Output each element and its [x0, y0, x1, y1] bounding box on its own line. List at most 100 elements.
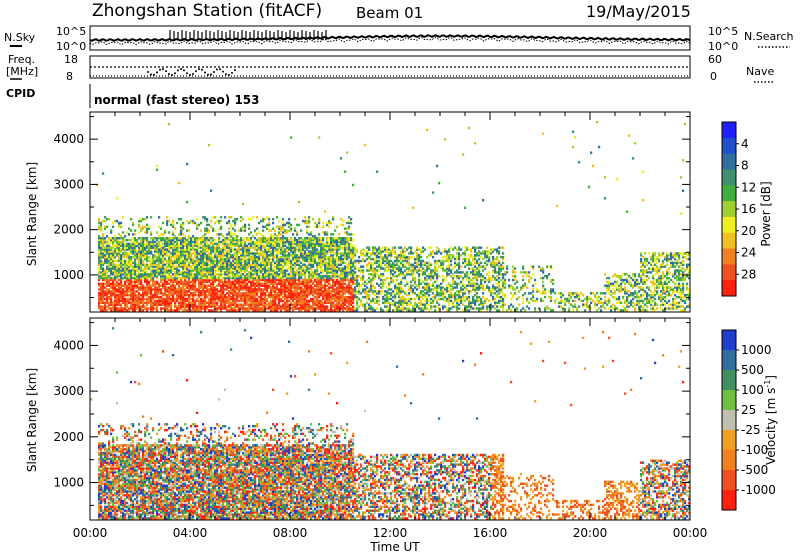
echo-cell	[198, 295, 201, 299]
echo-cell	[258, 237, 261, 240]
echo-cell	[140, 238, 143, 242]
echo-cell	[186, 265, 189, 268]
echo-cell	[142, 292, 145, 295]
echo-cell	[184, 290, 187, 293]
echo-cell	[220, 248, 223, 251]
echo-cell	[322, 286, 325, 289]
echo-cell	[218, 265, 221, 268]
echo-cell	[266, 240, 269, 244]
echo-cell	[248, 290, 251, 293]
echo-cell	[286, 294, 289, 297]
echo-cell	[254, 282, 257, 285]
echo-cell	[282, 276, 285, 280]
echo-cell	[294, 265, 297, 268]
echo-cell	[368, 288, 371, 291]
echo-cell	[110, 240, 113, 244]
echo-cell	[302, 307, 305, 310]
echo-cell	[100, 227, 103, 230]
echo-cell	[256, 275, 259, 278]
echo-cell	[124, 297, 127, 301]
echo-cell	[188, 263, 191, 266]
echo-cell	[186, 286, 189, 289]
echo-cell	[388, 265, 391, 268]
echo-cell	[176, 265, 179, 268]
echo-cell	[260, 301, 263, 304]
echo-cell	[258, 221, 261, 225]
echo-cell	[264, 294, 267, 297]
echo-cell	[124, 265, 127, 268]
echo-cell	[154, 271, 157, 274]
echo-cell	[190, 267, 193, 270]
echo-cell	[186, 269, 189, 272]
echo-cell	[312, 248, 315, 251]
echo-cell	[264, 265, 267, 268]
echo-cell	[178, 276, 181, 280]
echo-cell	[352, 278, 355, 282]
echo-cell	[224, 307, 227, 310]
echo-cell	[280, 265, 283, 268]
echo-cell	[364, 284, 367, 287]
echo-cell	[234, 276, 237, 280]
echo-cell	[272, 294, 275, 297]
echo-cell	[100, 259, 103, 263]
echo-cell	[164, 288, 167, 291]
echo-cell	[146, 259, 149, 263]
echo-cell	[180, 218, 183, 221]
echo-cell	[284, 240, 287, 244]
echo-cell	[168, 276, 171, 280]
echo-cell	[260, 257, 263, 261]
echo-cell	[246, 297, 249, 301]
echo-cell	[216, 303, 219, 306]
echo-cell	[146, 290, 149, 293]
echo-cell	[348, 307, 351, 310]
echo-cell	[348, 261, 351, 265]
echo-cell	[270, 305, 273, 308]
echo-cell	[266, 265, 269, 268]
echo-cell	[356, 259, 359, 263]
echo-cell	[316, 288, 319, 291]
echo-cell	[292, 295, 295, 299]
echo-cell	[234, 259, 237, 263]
echo-cell	[144, 248, 147, 251]
echo-cell	[184, 282, 187, 285]
echo-cell	[98, 242, 101, 246]
echo-cell	[296, 244, 299, 247]
echo-cell	[184, 297, 187, 301]
echo-cell	[212, 267, 215, 270]
echo-cell	[98, 292, 101, 295]
echo-cell	[270, 292, 273, 295]
echo-cell	[342, 278, 345, 282]
echo-cell	[266, 261, 269, 265]
echo-cell	[254, 299, 257, 303]
echo-cell	[268, 284, 271, 287]
echo-cell	[174, 288, 177, 291]
echo-cell	[236, 244, 239, 247]
echo-cell	[196, 276, 199, 280]
echo-cell	[158, 263, 161, 266]
echo-cell	[182, 271, 185, 274]
echo-cell	[162, 278, 165, 282]
echo-cell	[150, 303, 153, 306]
echo-cell	[266, 223, 269, 227]
echo-cell	[346, 295, 349, 299]
echo-cell	[276, 267, 279, 270]
echo-cell	[114, 276, 117, 280]
echo-cell	[386, 261, 389, 265]
echo-cell	[148, 276, 151, 280]
echo-cell	[100, 275, 103, 278]
echo-cell	[114, 271, 117, 274]
echo-cell	[340, 275, 343, 278]
echo-cell	[360, 276, 363, 280]
echo-cell	[258, 295, 261, 299]
echo-cell	[98, 261, 101, 265]
echo-cell	[176, 248, 179, 251]
echo-cell	[238, 250, 241, 253]
echo-cell	[292, 233, 295, 236]
echo-cell	[150, 216, 153, 219]
echo-cell	[146, 227, 149, 230]
echo-cell	[220, 219, 223, 223]
echo-cell	[164, 301, 167, 304]
echo-cell	[244, 267, 247, 270]
echo-cell	[286, 256, 289, 259]
echo-cell	[214, 254, 217, 257]
